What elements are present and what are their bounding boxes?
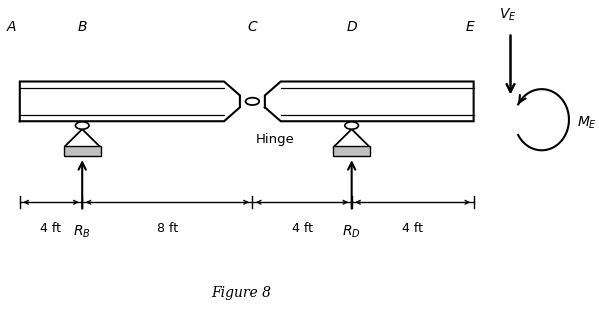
Text: $M_E$: $M_E$ (577, 115, 598, 131)
Polygon shape (20, 81, 240, 121)
Polygon shape (265, 81, 474, 121)
Text: 4 ft: 4 ft (41, 222, 62, 235)
Text: $C$: $C$ (247, 20, 258, 34)
Text: $V_E$: $V_E$ (499, 7, 516, 23)
Text: Hinge: Hinge (256, 134, 295, 146)
Text: 4 ft: 4 ft (402, 222, 423, 235)
Text: $A$: $A$ (6, 20, 17, 34)
Text: 8 ft: 8 ft (157, 222, 178, 235)
Text: $B$: $B$ (77, 20, 87, 34)
Text: $R_D$: $R_D$ (342, 224, 361, 240)
Circle shape (75, 122, 89, 129)
Text: $E$: $E$ (465, 20, 476, 34)
Text: 4 ft: 4 ft (292, 222, 313, 235)
Text: $D$: $D$ (346, 20, 358, 34)
Bar (63, 146, 101, 156)
Circle shape (246, 98, 259, 105)
Bar (333, 146, 370, 156)
Circle shape (345, 122, 358, 129)
Text: $R_B$: $R_B$ (73, 224, 91, 240)
Text: Figure 8: Figure 8 (211, 286, 271, 300)
